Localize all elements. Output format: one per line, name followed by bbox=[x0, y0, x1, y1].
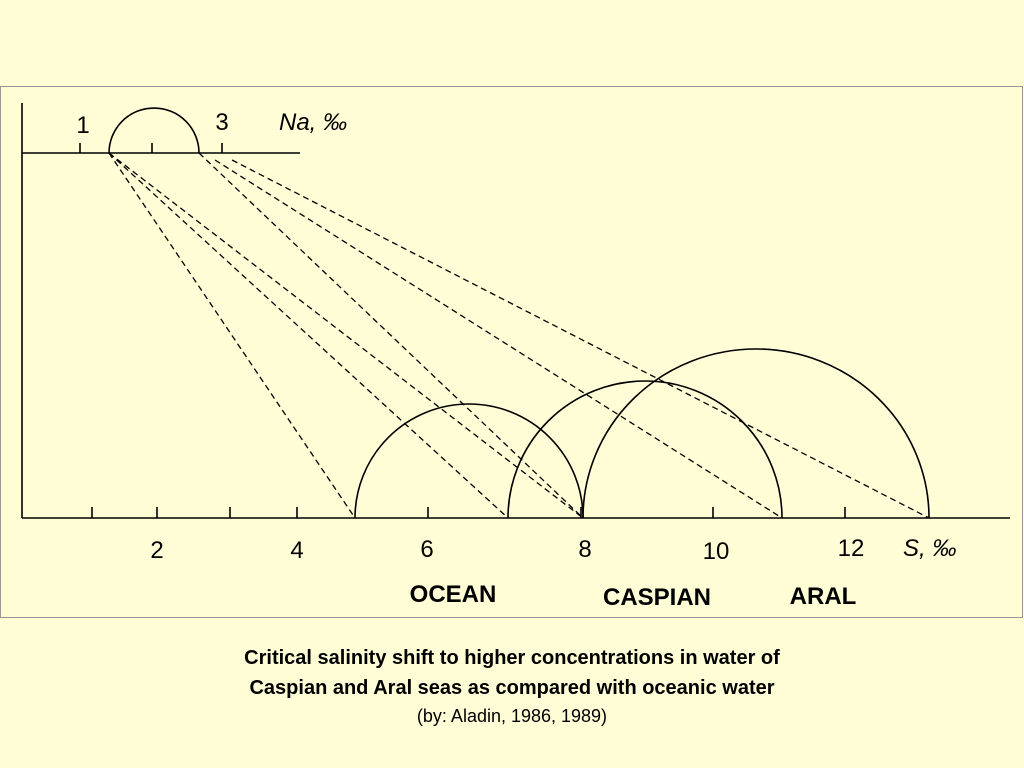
arc bbox=[108, 107, 200, 154]
water-label: CASPIAN bbox=[603, 584, 711, 611]
projections bbox=[108, 152, 930, 519]
dashed-line bbox=[108, 152, 509, 519]
tick-label: 3 bbox=[215, 109, 228, 136]
tick-label: 4 bbox=[290, 537, 303, 564]
dashed-line bbox=[231, 159, 930, 519]
water-label: ARAL bbox=[790, 583, 857, 610]
frame bbox=[0, 86, 1023, 618]
ticks bbox=[91, 507, 846, 518]
caption: Critical salinity shift to higher concen… bbox=[244, 647, 780, 669]
tick-label: 1 bbox=[76, 112, 89, 139]
dashed-line bbox=[214, 159, 783, 519]
axis-label: S, ‰ bbox=[903, 535, 956, 562]
dashed-line bbox=[198, 152, 584, 519]
aral-arc bbox=[582, 348, 930, 519]
tick-label: 8 bbox=[578, 536, 591, 563]
axis-label: Na, ‰ bbox=[279, 109, 347, 136]
tick-label: 2 bbox=[150, 537, 163, 564]
caption-source: (by: Aladin, 1986, 1989) bbox=[417, 706, 607, 726]
tick-label: 10 bbox=[703, 538, 730, 565]
water-label: OCEAN bbox=[410, 581, 497, 608]
tick-label: 12 bbox=[838, 535, 865, 562]
dashed-line bbox=[108, 152, 356, 519]
caspian-arc bbox=[507, 380, 783, 519]
ocean-arc bbox=[354, 403, 584, 519]
caption: Caspian and Aral seas as compared with o… bbox=[249, 677, 774, 699]
tick-label: 6 bbox=[420, 536, 433, 563]
